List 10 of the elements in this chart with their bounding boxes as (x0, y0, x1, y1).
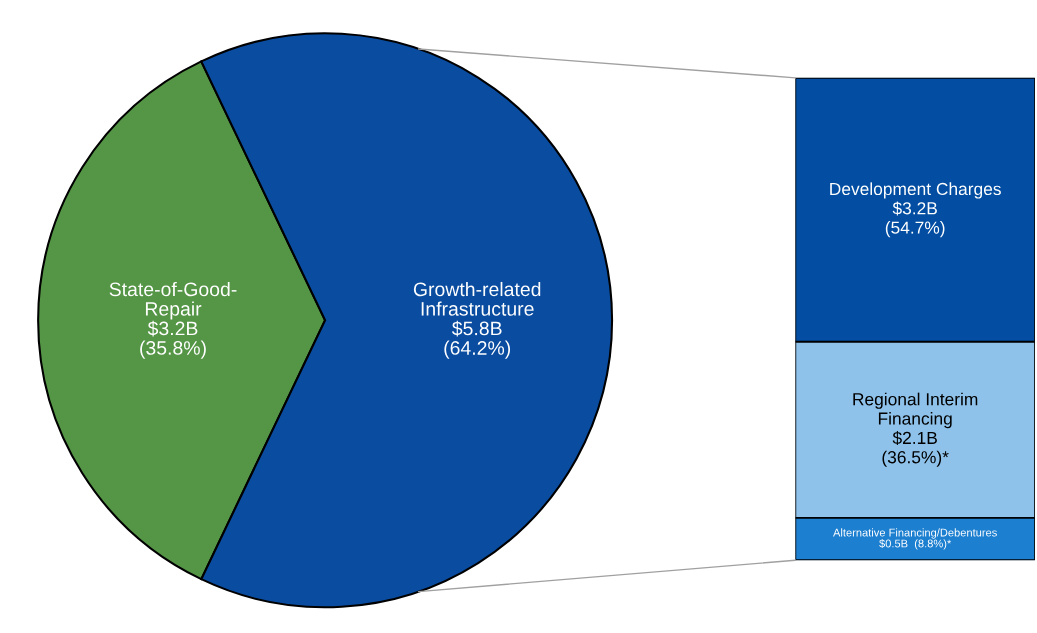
data-label: $0.5B (8.8%)* (879, 539, 952, 550)
slice-label: Growth-related Infrastructure (413, 281, 541, 316)
data-label: $3.2B (35.8%) (140, 320, 206, 359)
slice-label: State-of-Good- Repair (109, 281, 237, 320)
series-label: Development Charges (830, 182, 1001, 199)
data-label: $3.2B (54.7%) (885, 201, 945, 238)
data-label: $5.8B (64.2%) (444, 320, 511, 359)
series-label: Alternative Financing/Debentures (833, 528, 997, 539)
data-label: $2.1B (36.5%)* (882, 431, 949, 467)
series-label: Regional Interim Financing (853, 392, 978, 429)
